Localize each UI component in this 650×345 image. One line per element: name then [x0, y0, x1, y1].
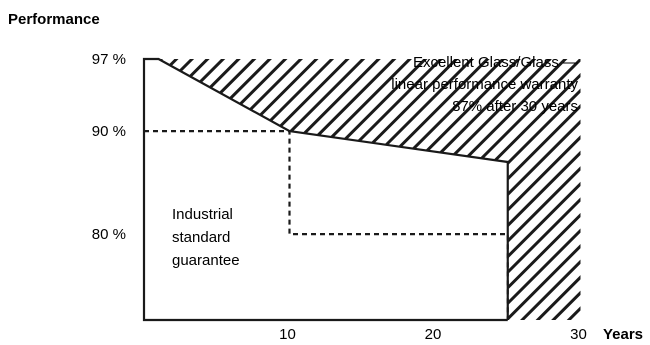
- standard-annotation-line-2: standard: [172, 229, 230, 246]
- x-tick-label: 10: [279, 326, 296, 343]
- hatched-area: [158, 59, 581, 320]
- warranty-annotation-line-2: linear performance warranty: [391, 76, 578, 93]
- y-tick-label: 90 %: [92, 123, 126, 140]
- x-tick-label: 30: [570, 326, 587, 343]
- x-axis-label: Years: [603, 326, 643, 343]
- standard-annotation: Industrial standard guarantee: [172, 206, 240, 269]
- series-lines: [142, 57, 509, 322]
- warranty-annotation-line-1: Excellent Glass/Glass —: [413, 54, 578, 71]
- warranty-annotation-line-3: 87% after 30 years: [452, 98, 578, 115]
- warranty-hatched-area: [158, 59, 581, 320]
- standard-annotation-line-1: Industrial: [172, 206, 233, 223]
- standard-guarantee-line: [144, 130, 509, 320]
- y-tick-label: 80 %: [92, 226, 126, 243]
- axis-ticks: 97 % 90 % 80 % 10 20 30: [92, 51, 587, 343]
- x-tick-label: 20: [425, 326, 442, 343]
- y-tick-label: 97 %: [92, 51, 126, 68]
- y-axis-label: Performance: [8, 11, 100, 28]
- standard-annotation-line-3: guarantee: [172, 252, 240, 269]
- warranty-line: [142, 57, 509, 322]
- warranty-annotation: Excellent Glass/Glass — linear performan…: [391, 54, 578, 115]
